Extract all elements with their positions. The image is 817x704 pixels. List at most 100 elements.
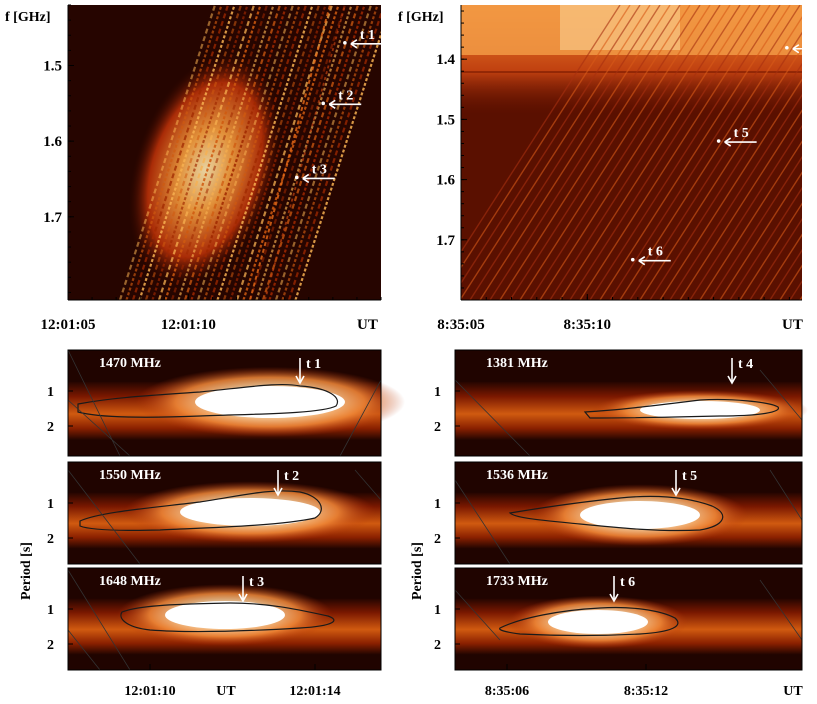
marker-dot [321, 101, 326, 106]
wavelet-power-peak [580, 501, 700, 529]
drift-stripe [118, 5, 217, 300]
drift-stripe [479, 5, 671, 300]
drift-stripe [509, 5, 701, 300]
x-tick-label: 12:01:10 [161, 317, 216, 333]
wavelet-power-peak [165, 601, 285, 629]
drift-stripe [519, 5, 711, 300]
drift-stripe [499, 5, 691, 300]
drift-stripe [461, 5, 651, 300]
wavelet-marker-head [295, 375, 305, 385]
period-axis-label-left: Period [s] [19, 542, 34, 600]
drift-stripe [157, 5, 256, 300]
wavelet-frequency-label: 1648 MHz [99, 574, 161, 589]
drift-stripe [281, 5, 379, 300]
drift-stripe [461, 5, 641, 285]
drift-stripe [242, 5, 340, 300]
marker-dot [294, 175, 299, 180]
wavelet-frequency-label: 1381 MHz [486, 356, 548, 371]
spectrum-left-xlabel: UT [357, 317, 378, 333]
spectrum-right-xlabel: UT [782, 317, 803, 333]
marker-dot [343, 41, 347, 45]
drift-stripe [177, 5, 275, 300]
drift-stripe [264, 5, 346, 300]
x-tick-label: 12:01:10 [124, 684, 175, 699]
drift-stripe [609, 5, 801, 300]
x-tick-label: 8:35:12 [624, 684, 668, 699]
marker-dot [785, 45, 789, 50]
wavelet-power-peak [640, 401, 760, 419]
drift-stripe [261, 5, 360, 300]
drift-stripe [144, 5, 243, 300]
wavelet-significance-contour [508, 495, 724, 532]
wavelet-frequency-label: 1550 MHz [99, 468, 161, 483]
drift-stripe [287, 10, 381, 300]
wavelet-marker-head [609, 593, 619, 603]
drift-stripe [689, 124, 802, 300]
spectrum-right-panel: t 4 t 5 t 6 1.4 1.5 1.6 1.7 8:35:05 8:35:10 f [… [398, 5, 817, 333]
marker-dot [716, 139, 721, 143]
spectrum-right-ylabel: f [GHz] [398, 10, 443, 25]
drift-stripe [659, 78, 802, 300]
period-tick-label: 2 [47, 638, 54, 653]
drift-stripe [249, 5, 331, 300]
wavelet-marker-label: t 4 [738, 357, 753, 372]
x-tick-label: 12:01:14 [289, 684, 340, 699]
drift-stripe [461, 5, 621, 254]
wavelet-1733-mhz: 1733 MHz 1 2 t 6 8:35:06 8:35:12 UT [434, 567, 803, 699]
y-tick-label: 1.6 [43, 134, 62, 150]
drift-stripe [569, 5, 761, 300]
y-tick-label: 1.4 [436, 52, 455, 68]
period-axis-label-right: Period [s] [410, 542, 425, 600]
period-tick-label: 1 [47, 385, 54, 400]
marker-label: t 3 [312, 162, 327, 177]
period-tick-label: 1 [434, 497, 441, 512]
period-tick-label: 1 [47, 497, 54, 512]
drift-stripe [170, 5, 269, 300]
wavelet-marker-head [727, 375, 737, 385]
x-tick-label: UT [783, 684, 803, 699]
drift-stripe [222, 5, 321, 300]
period-tick-label: 1 [47, 603, 54, 618]
wavelet-power-peak [548, 610, 648, 634]
wavelet-power-peak [180, 498, 320, 526]
wavelet-cone-of-influence [67, 569, 131, 671]
drift-stripe [125, 5, 223, 300]
wavelet-1536-mhz: 1536 MHz 1 2 t 5 [434, 461, 803, 565]
wavelet-frame [454, 461, 803, 565]
drift-stripe [709, 155, 802, 300]
period-tick-label: 2 [47, 420, 54, 435]
drift-stripe [203, 5, 301, 300]
drift-stripe [489, 5, 681, 300]
spectrum-left-emission [118, 5, 381, 300]
x-tick-label: 8:35:06 [485, 684, 529, 699]
drift-stripe [461, 5, 631, 269]
drift-stripe [639, 47, 802, 300]
drift-stripe [669, 93, 802, 300]
drift-stripe [164, 5, 262, 300]
wavelet-significance-contour [77, 383, 339, 418]
wavelet-significance-contour [499, 606, 679, 637]
wavelet-frame [67, 461, 382, 565]
drift-stripe [589, 5, 781, 300]
drift-stripe [579, 5, 771, 300]
x-tick-label: 12:01:05 [41, 317, 96, 333]
marker-arrow-head [638, 255, 646, 266]
wavelet-cone-of-influence [454, 369, 803, 457]
y-tick-label: 1.7 [436, 233, 455, 249]
drift-stripe [255, 5, 353, 300]
wavelet-cone-of-influence [67, 469, 382, 565]
drift-stripe [549, 5, 741, 300]
drift-stripe [769, 249, 802, 300]
marker-label: t 2 [338, 88, 353, 103]
drift-stripe [629, 31, 802, 300]
wavelet-cone-of-influence [454, 579, 803, 641]
wavelet-marker-head [273, 487, 283, 497]
drift-stripe [649, 62, 802, 300]
marker-dot [630, 257, 635, 262]
drift-stripe [729, 186, 802, 300]
y-tick-label: 1.5 [43, 59, 62, 75]
y-tick-label: 1.5 [436, 112, 455, 128]
marker-arrow-head [350, 39, 358, 49]
drift-stripe [469, 5, 661, 300]
